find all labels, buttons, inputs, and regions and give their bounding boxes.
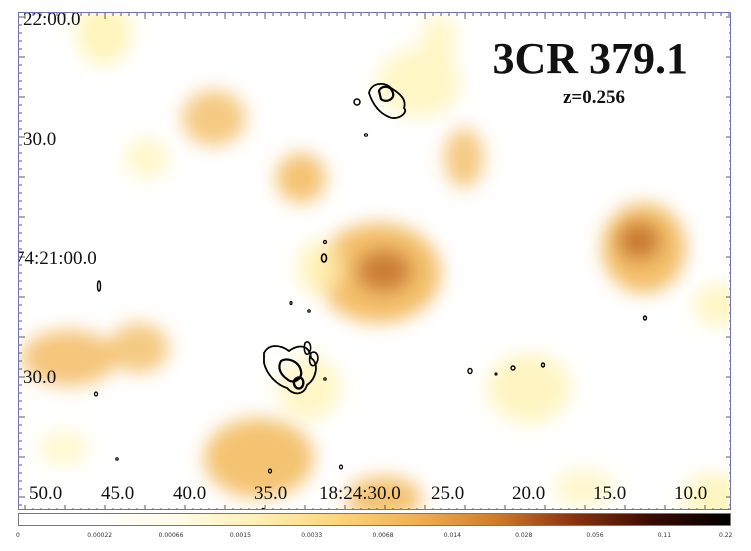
radio-contour <box>540 362 546 368</box>
radio-contour <box>261 507 265 509</box>
radio-contour <box>323 377 327 381</box>
radio-contour <box>353 98 361 106</box>
radio-contour <box>368 82 407 119</box>
radio-contour <box>307 309 311 313</box>
radio-contour <box>338 464 344 470</box>
ra-label-18-24-30: 18:24:30.0 <box>319 483 401 504</box>
radio-contour <box>303 341 312 356</box>
ra-label-40: 40.0 <box>173 483 207 504</box>
colorbar-tick-label: 0.0033 <box>301 532 323 539</box>
colorbar-tick-label: 0.056 <box>586 532 604 539</box>
emission-blob <box>21 330 117 386</box>
radio-contour <box>642 315 648 321</box>
emission-blob <box>277 356 341 420</box>
emission-blob <box>377 48 461 118</box>
ra-label-25: 25.0 <box>431 483 465 504</box>
ra-label-35: 35.0 <box>254 483 288 504</box>
emission-blob <box>617 221 661 261</box>
xray-emission-map <box>19 13 730 509</box>
radio-contour <box>467 367 473 375</box>
radio-contour <box>115 457 119 461</box>
colorbar-tick-label: 0.11 <box>657 532 672 539</box>
emission-blob <box>39 430 89 466</box>
dec-label-74-21-00: 74:21:00.0 <box>18 248 97 269</box>
dec-label-30-upper: 30.0 <box>23 129 57 150</box>
emission-blob <box>356 249 412 293</box>
source-title: 3CR 379.1 <box>492 34 688 83</box>
radio-contour <box>96 280 102 292</box>
radio-contour <box>494 372 498 376</box>
radio-contour <box>322 239 328 245</box>
emission-blob <box>276 153 326 203</box>
radio-contour <box>377 85 395 102</box>
colorbar-tick-label: 0.014 <box>443 532 461 539</box>
ra-label-20: 20.0 <box>512 483 546 504</box>
radio-contour <box>510 365 516 371</box>
emission-blob <box>109 323 169 373</box>
ra-label-15: 15.0 <box>593 483 627 504</box>
radio-contour <box>289 300 293 306</box>
radio-contour <box>267 468 273 474</box>
emission-blob <box>694 283 730 327</box>
colorbar-tick-label: 0 <box>16 532 20 539</box>
emission-blob <box>682 473 730 509</box>
emission-blob <box>346 476 422 509</box>
emission-blob <box>76 13 132 65</box>
colorbar-tick-label: 0.22 <box>719 532 733 539</box>
emission-blob <box>204 418 314 498</box>
colorbar <box>18 513 731 526</box>
colorbar-tick-label: 0.0068 <box>372 532 394 539</box>
emission-blob <box>421 13 457 63</box>
colorbar-tick-label: 0.028 <box>515 532 533 539</box>
radio-contour <box>320 253 328 263</box>
radio-contour <box>363 133 369 137</box>
ra-label-45: 45.0 <box>101 483 135 504</box>
radio-contour <box>308 351 319 367</box>
radio-contour <box>292 376 305 390</box>
dec-label-22-00: 22:00.0 <box>23 12 81 30</box>
colorbar-tick-label: 0.00066 <box>158 532 184 539</box>
radio-contour <box>263 345 317 395</box>
dec-label-30-lower: 30.0 <box>23 367 57 388</box>
emission-blob <box>487 353 571 423</box>
emission-blob <box>444 128 484 188</box>
xray-image-panel: 3CR 379.1 z=0.256 22:00.0 30.0 74:21:00.… <box>18 12 731 510</box>
redshift-label: z=0.256 <box>562 87 625 108</box>
ra-label-50: 50.0 <box>29 483 63 504</box>
ra-label-10: 10.0 <box>674 483 708 504</box>
emission-blob <box>297 240 341 296</box>
emission-blob <box>554 468 614 508</box>
colorbar-tick-label: 0.00022 <box>87 532 113 539</box>
emission-blob <box>125 138 169 178</box>
radio-contour <box>278 358 303 383</box>
radio-contour <box>93 391 99 397</box>
colorbar-tick-label: 0.0015 <box>229 532 251 539</box>
emission-blob <box>182 90 246 146</box>
